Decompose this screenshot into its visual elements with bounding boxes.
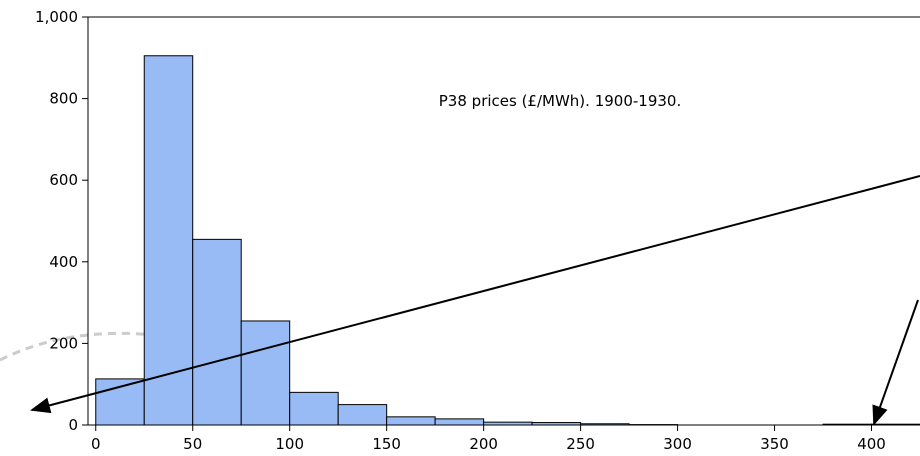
x-tick-label: 100 xyxy=(275,435,304,453)
y-tick-label: 800 xyxy=(49,90,78,108)
x-tick-label: 300 xyxy=(663,435,692,453)
arrow xyxy=(30,175,920,414)
x-tick-label: 200 xyxy=(469,435,498,453)
annotation: P38 prices (£/MWh). 1900-1930. xyxy=(439,92,681,110)
x-tick-label: 400 xyxy=(857,435,886,453)
y-tick-label: 600 xyxy=(49,171,78,189)
arrow xyxy=(872,299,919,426)
y-tick-label: 0 xyxy=(68,416,78,434)
bar xyxy=(386,416,436,426)
bar xyxy=(289,391,339,426)
x-tick-label: 350 xyxy=(760,435,789,453)
bar xyxy=(434,418,485,426)
x-tick-label: 50 xyxy=(183,435,202,453)
bar xyxy=(337,404,388,426)
y-tick-label: 200 xyxy=(49,334,78,352)
y-tick-label: 1,000 xyxy=(35,8,78,26)
bar xyxy=(240,320,291,426)
bar xyxy=(192,238,242,426)
bar xyxy=(143,55,194,426)
x-tick-label: 150 xyxy=(372,435,401,453)
x-tick-label: 0 xyxy=(91,435,101,453)
y-tick-label: 400 xyxy=(49,253,78,271)
x-tick-label: 250 xyxy=(566,435,595,453)
